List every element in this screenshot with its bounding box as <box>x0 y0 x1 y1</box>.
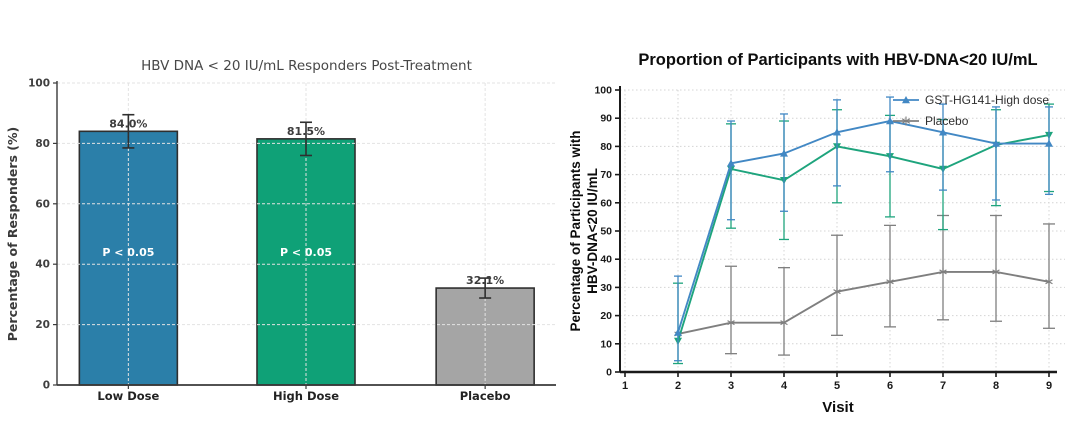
bar-chart: HBV DNA < 20 IU/mL Responders Post-Treat… <box>5 58 556 403</box>
y-tick-label: 90 <box>600 113 612 125</box>
x-tick-label: 5 <box>834 380 840 392</box>
data-point-marker <box>780 149 788 157</box>
data-point-marker <box>674 328 682 336</box>
y-tick-label: 60 <box>600 197 612 209</box>
y-tick-label: 10 <box>600 338 612 350</box>
data-point-marker <box>833 128 841 136</box>
data-point-marker <box>727 159 735 167</box>
y-tick-label: 60 <box>35 198 50 210</box>
bar-value-label: 32.1% <box>466 274 504 287</box>
x-category-label: High Dose <box>273 389 339 403</box>
data-point-marker <box>1045 139 1053 147</box>
y-tick-label: 100 <box>594 85 612 97</box>
x-tick-label: 2 <box>675 380 681 392</box>
line-chart-ylabel-line1: Percentage of Participants with <box>568 130 583 331</box>
bar-value-label: 81.5% <box>287 125 325 138</box>
line-chart: Proportion of Participants with HBV-DNA<… <box>565 0 1073 435</box>
legend-marker-triangle <box>902 96 910 104</box>
x-tick-label: 7 <box>940 380 946 392</box>
legend-label: GST-HG141-High dose <box>925 93 1049 107</box>
y-tick-label: 0 <box>606 367 612 379</box>
legend-label: Placebo <box>925 114 969 128</box>
y-tick-label: 0 <box>43 380 50 392</box>
line-chart-figure: Proportion of Participants with HBV-DNA<… <box>565 0 1073 435</box>
data-point-marker <box>1045 277 1053 286</box>
bar-value-label: 84.0% <box>109 117 147 130</box>
series-line <box>677 120 1049 333</box>
y-tick-label: 20 <box>35 319 50 331</box>
series-line <box>677 270 1050 335</box>
data-point-marker <box>886 277 894 286</box>
y-tick-label: 70 <box>600 169 612 181</box>
y-tick-label: 20 <box>600 310 612 322</box>
x-tick-label: 6 <box>887 380 893 392</box>
legend-marker-star <box>901 116 911 126</box>
y-tick-label: 30 <box>600 282 612 294</box>
x-tick-label: 3 <box>728 380 734 392</box>
bar-chart-figure: HBV DNA < 20 IU/mL Responders Post-Treat… <box>5 58 556 403</box>
data-point-marker <box>727 318 735 327</box>
y-tick-label: 100 <box>28 78 50 90</box>
y-tick-label: 80 <box>35 138 50 150</box>
data-point-marker <box>992 267 1000 276</box>
bar-chart-ylabel: Percentage of Responders (%) <box>5 127 20 341</box>
y-tick-label: 40 <box>35 259 50 271</box>
data-point-marker <box>833 287 841 296</box>
y-tick-label: 40 <box>600 254 612 266</box>
y-tick-label: 50 <box>600 226 612 238</box>
x-tick-label: 9 <box>1046 380 1052 392</box>
x-category-label: Placebo <box>460 389 511 403</box>
line-chart-xlabel: Visit <box>822 399 853 416</box>
y-tick-label: 80 <box>600 141 612 153</box>
series-line <box>677 134 1050 342</box>
x-tick-label: 8 <box>993 380 999 392</box>
data-point-marker <box>780 318 788 327</box>
data-point-marker <box>939 128 947 136</box>
x-tick-label: 1 <box>622 380 628 392</box>
bar-chart-title: HBV DNA < 20 IU/mL Responders Post-Treat… <box>141 58 472 74</box>
line-chart-title: Proportion of Participants with HBV-DNA<… <box>638 51 1037 69</box>
line-chart-ylabel-line2: HBV-DNA<20 IU/mL <box>585 168 600 294</box>
p-value-label: P < 0.05 <box>280 246 332 259</box>
data-point-marker <box>992 139 1000 147</box>
data-point-marker <box>939 267 947 276</box>
x-tick-label: 4 <box>781 380 788 392</box>
x-category-label: Low Dose <box>97 389 159 403</box>
p-value-label: P < 0.05 <box>102 246 154 259</box>
data-point-marker <box>886 117 894 125</box>
